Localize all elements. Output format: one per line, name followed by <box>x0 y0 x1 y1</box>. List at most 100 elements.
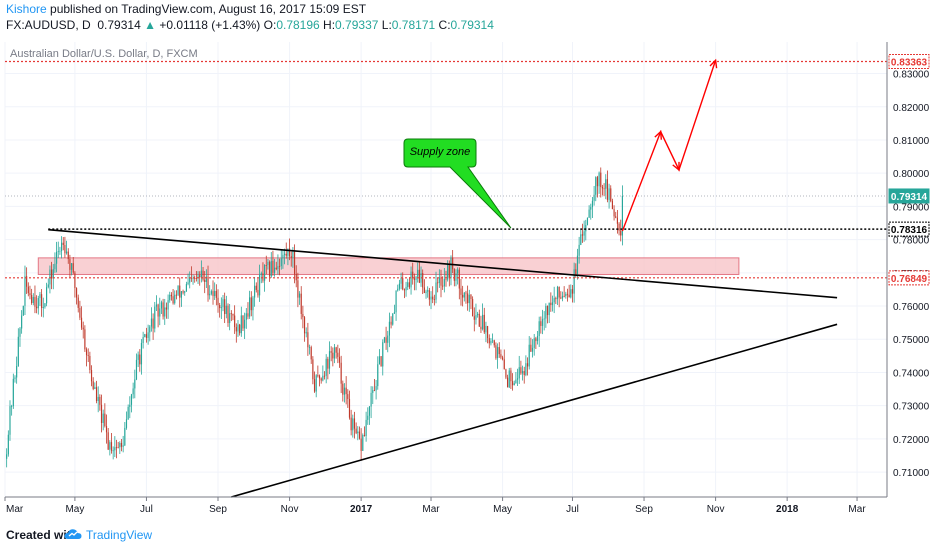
candle-body <box>498 347 500 355</box>
candle-body <box>555 298 557 300</box>
candle-body <box>104 413 106 427</box>
candle-body <box>26 276 28 287</box>
candle-body <box>412 271 414 279</box>
candle-body <box>32 296 34 303</box>
trendlines <box>48 228 838 498</box>
candle-body <box>540 321 542 326</box>
candle-body <box>132 388 134 395</box>
projection-path <box>621 58 718 232</box>
candle-body <box>147 332 149 338</box>
candle-body <box>591 200 594 208</box>
tradingview-brand[interactable]: TradingView <box>86 528 153 542</box>
candle-body <box>317 375 319 377</box>
low-value: 0.78171 <box>391 18 436 32</box>
x-tick-label: May <box>493 504 512 515</box>
candle-body <box>235 327 237 332</box>
candle-body <box>425 291 427 294</box>
candle-body <box>581 234 584 236</box>
candle-body <box>279 266 281 267</box>
candle-body <box>578 244 580 256</box>
candle-body <box>423 287 425 294</box>
candle-body <box>327 358 329 369</box>
candle-body <box>257 289 259 296</box>
candle-body <box>530 344 532 352</box>
trendline <box>231 323 838 498</box>
candle-body <box>325 358 327 376</box>
candle-body <box>130 394 133 405</box>
candle-body <box>115 447 118 449</box>
candle-body <box>295 273 297 281</box>
candle-body <box>437 282 439 284</box>
candle-body <box>390 321 392 325</box>
candle-body <box>210 291 212 294</box>
price-label-text: 0.79314 <box>891 192 928 203</box>
candle-body <box>477 313 479 316</box>
candle-body <box>209 293 211 296</box>
candle-body <box>330 351 332 353</box>
candle-body <box>155 304 158 307</box>
candle-body <box>415 276 417 280</box>
candle-body <box>197 275 199 279</box>
candle-body <box>505 369 507 378</box>
price-label-box <box>888 53 930 69</box>
x-tick-label: 2018 <box>776 504 799 515</box>
candle-body <box>611 201 613 210</box>
candle-body <box>290 256 292 258</box>
candle-body <box>180 291 182 298</box>
author-link[interactable]: Kishore <box>6 2 47 16</box>
candle-body <box>513 383 515 386</box>
candle-body <box>224 299 226 315</box>
candle-body <box>225 305 227 315</box>
projection-arrowhead <box>709 58 718 69</box>
published-text: published on TradingView.com, August 16,… <box>50 2 367 16</box>
candle-body <box>139 354 141 365</box>
candle-body <box>543 318 545 320</box>
callout-text: Supply zone <box>410 146 471 158</box>
candle-body <box>277 266 279 270</box>
candle-body <box>500 354 502 358</box>
candle-body <box>179 285 181 298</box>
candle-body <box>343 387 346 395</box>
candle-body <box>583 231 585 236</box>
x-tick-label: Sep <box>209 504 227 515</box>
candle-body <box>80 317 83 328</box>
candle-body <box>606 179 609 200</box>
candle-body <box>162 302 164 317</box>
candle-body <box>36 306 38 309</box>
y-tick-label: 0.72000 <box>893 435 930 446</box>
candle-body <box>467 293 469 304</box>
x-tick-label: Mar <box>848 504 866 515</box>
candle-body <box>393 312 395 314</box>
candle-body <box>358 431 361 439</box>
candle-body <box>222 299 224 308</box>
candle-body <box>367 415 369 420</box>
candle-body <box>247 313 249 317</box>
candle-body <box>39 294 41 299</box>
candle-body <box>167 300 169 310</box>
candle-body <box>590 207 592 210</box>
candle-body <box>54 263 56 270</box>
low-label: L: <box>381 18 392 32</box>
candle-body <box>29 293 31 296</box>
candle-body <box>303 317 306 334</box>
candle-body <box>363 435 366 436</box>
candle-body <box>150 318 153 327</box>
candle-body <box>57 251 59 253</box>
candle-body <box>312 359 314 380</box>
y-tick-label: 0.76000 <box>893 302 930 313</box>
candle-body <box>310 347 312 360</box>
candle-body <box>95 387 98 401</box>
candle-body <box>432 296 434 300</box>
candle-body <box>21 315 23 329</box>
candle-body <box>287 248 289 256</box>
candle-body <box>355 428 357 434</box>
candle-body <box>127 406 129 420</box>
y-tick-label: 0.75000 <box>893 335 930 346</box>
candle-body <box>506 377 509 388</box>
symbol-name[interactable]: FX:AUDUSD, D <box>6 18 91 32</box>
candle-body <box>523 371 525 376</box>
candle-body <box>457 269 459 274</box>
candle-body <box>259 274 261 296</box>
candle-body <box>377 364 379 387</box>
